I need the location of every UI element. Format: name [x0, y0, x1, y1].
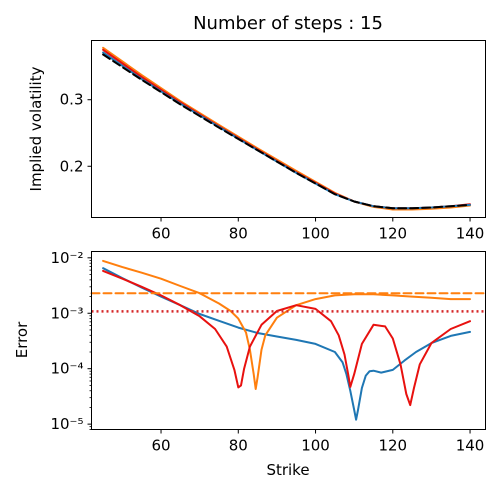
bottom-x-tick-label: 120	[378, 437, 407, 455]
top-x-tick-label: 140	[456, 225, 485, 243]
bottom-series-line-2	[102, 269, 471, 407]
bottom-y-tick-label: 10⁻³	[50, 304, 83, 322]
x-axis-label: Strike	[266, 461, 309, 479]
top-series-line-0	[102, 46, 471, 211]
top-ticks-group: 60 80 100 120 140 0.2 0.3	[60, 91, 485, 243]
bottom-ticks-group: 60 80 100 120 140 10⁻⁵ 10⁻⁴ 10⁻³ 10⁻²	[50, 249, 484, 455]
top-x-tick-label: 60	[151, 225, 170, 243]
bottom-axes-frame	[91, 251, 486, 430]
bottom-y-tick-label: 10⁻²	[50, 249, 83, 267]
error-panel: 60 80 100 120 140 10⁻⁵ 10⁻⁴ 10⁻³ 10⁻² Error Stri…	[13, 249, 487, 479]
top-series-line-1	[102, 48, 471, 210]
bottom-x-tick-label: 60	[151, 437, 170, 455]
bottom-y-tick-label: 10⁻⁵	[50, 415, 83, 433]
top-series-group	[102, 46, 471, 211]
chart-title: Number of steps : 15	[193, 13, 383, 34]
top-series-line-2	[102, 51, 471, 210]
top-x-tick-label: 120	[378, 225, 407, 243]
top-axes-frame	[91, 40, 486, 218]
top-y-tick-label: 0.2	[60, 157, 84, 175]
top-y-tick-label: 0.3	[60, 91, 84, 109]
bottom-x-tick-label: 140	[456, 437, 485, 455]
bottom-series-group	[90, 259, 487, 421]
top-y-axis-label: Implied volatility	[27, 66, 45, 191]
bottom-y-tick-label: 10⁻⁴	[50, 360, 83, 378]
bottom-series-line-0	[102, 267, 471, 421]
top-series-line-3	[102, 53, 471, 210]
implied-volatility-panel: 60 80 100 120 140 0.2 0.3 Implied volatility	[27, 40, 486, 243]
bottom-series-line-1	[102, 259, 471, 390]
top-x-tick-label: 80	[229, 225, 248, 243]
bottom-x-tick-label: 80	[229, 437, 248, 455]
bottom-x-tick-label: 100	[301, 437, 330, 455]
top-x-tick-label: 100	[301, 225, 330, 243]
bottom-y-axis-label: Error	[13, 321, 31, 358]
